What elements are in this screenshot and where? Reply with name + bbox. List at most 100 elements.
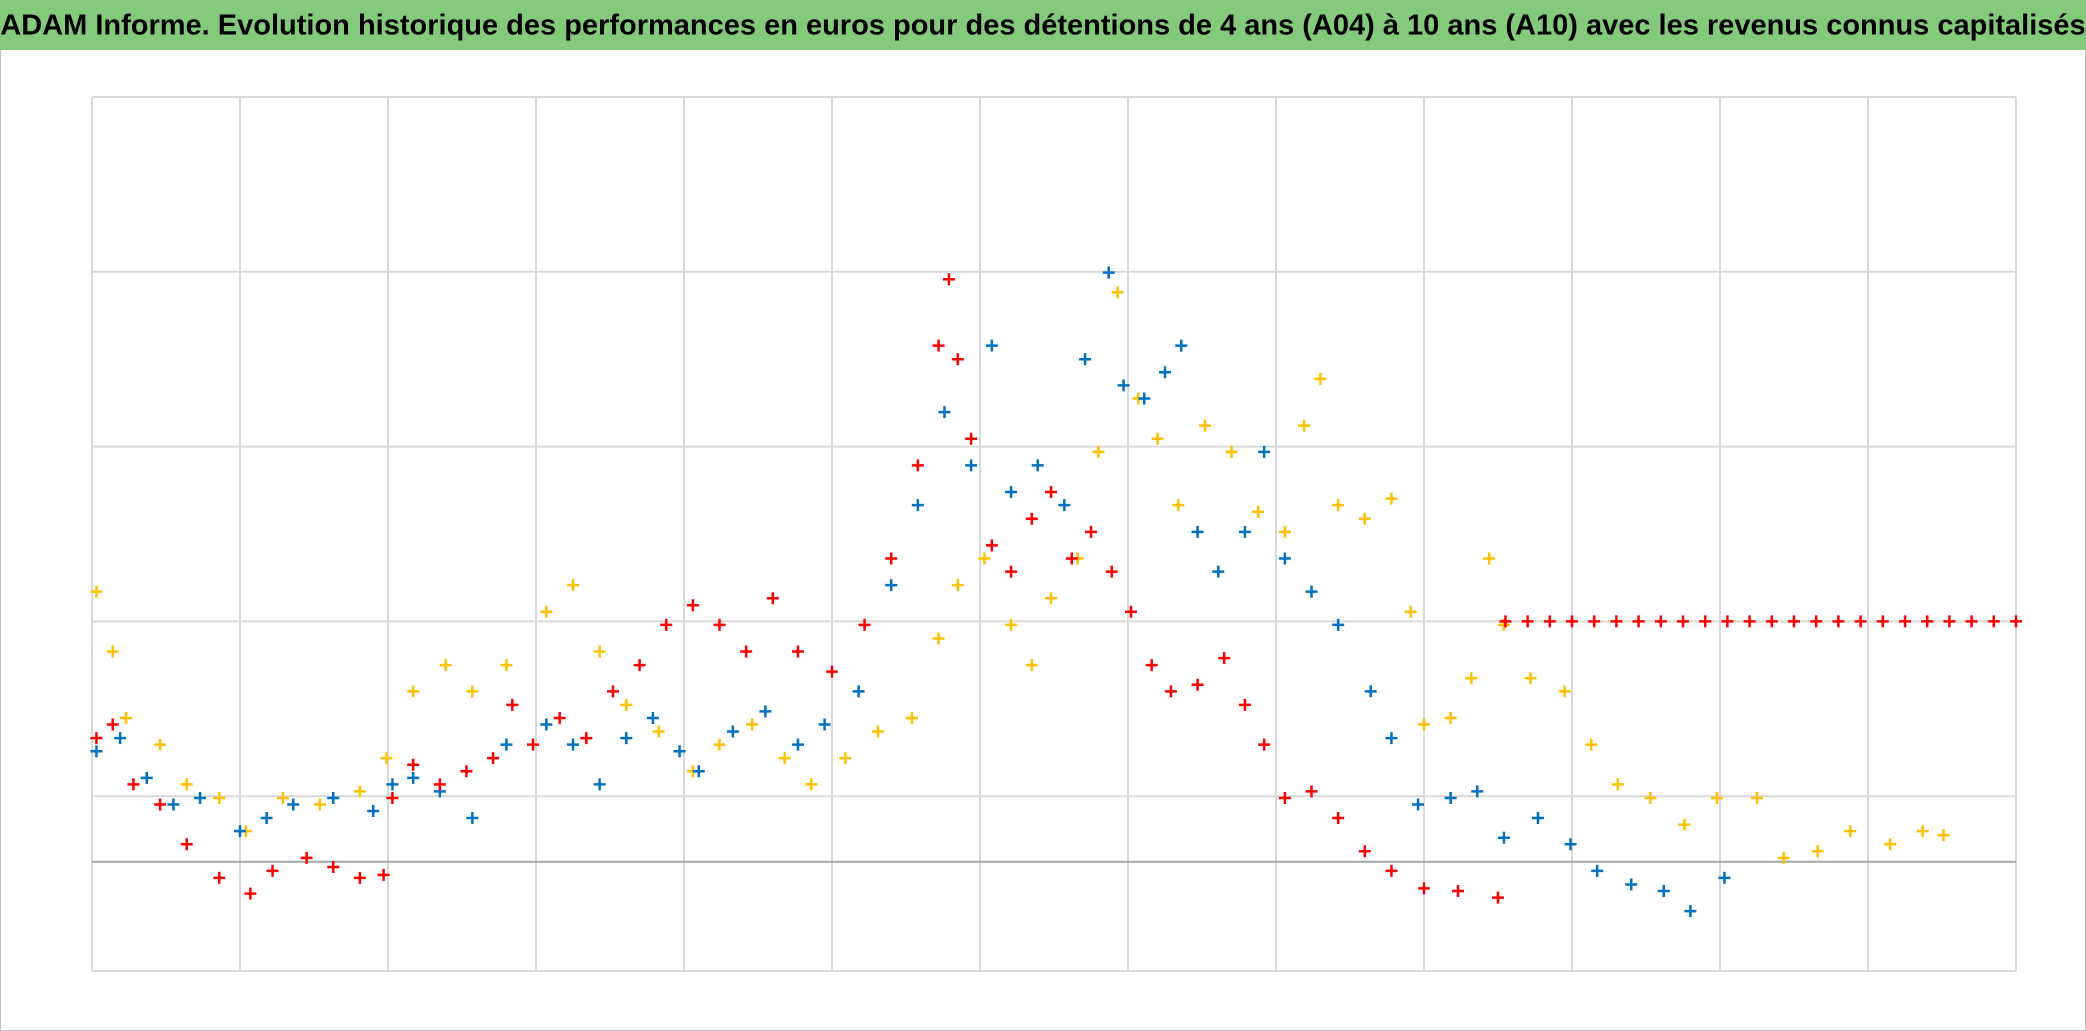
data-point — [386, 791, 399, 804]
data-point — [740, 645, 753, 658]
data-point — [911, 499, 924, 512]
data-point — [965, 459, 978, 472]
data-point — [1025, 659, 1038, 672]
data-point — [746, 718, 759, 731]
data-point — [276, 791, 289, 804]
data-point — [1832, 615, 1845, 628]
data-point — [1444, 711, 1457, 724]
data-point — [1751, 791, 1763, 804]
data-point — [1965, 615, 1978, 628]
data-point — [433, 778, 446, 791]
data-point — [1566, 615, 1578, 628]
data-point — [506, 698, 519, 711]
data-point — [1124, 605, 1137, 618]
data-point — [1677, 615, 1689, 628]
data-point — [978, 552, 991, 565]
data-point — [1876, 615, 1889, 628]
data-point — [1404, 605, 1417, 618]
data-point — [1657, 885, 1670, 898]
data-point — [213, 871, 226, 884]
data-point — [1711, 791, 1724, 804]
data-point — [1145, 659, 1158, 672]
data-point — [180, 778, 193, 791]
data-point — [1258, 738, 1271, 751]
data-point — [593, 645, 606, 658]
data-point — [540, 605, 553, 618]
data-point — [1987, 615, 2000, 628]
data-point — [1721, 615, 1734, 628]
data-point — [1884, 838, 1897, 851]
data-point — [1164, 685, 1177, 698]
data-point — [114, 732, 127, 745]
data-point — [942, 273, 955, 286]
data-point — [567, 738, 579, 751]
data-point — [1444, 791, 1457, 804]
data-point — [1588, 615, 1601, 628]
data-point — [673, 745, 686, 758]
data-point — [1591, 864, 1604, 877]
data-point — [1937, 829, 1950, 842]
data-point — [1632, 615, 1645, 628]
data-point — [140, 771, 153, 784]
data-point — [1198, 419, 1211, 432]
data-point — [90, 732, 103, 745]
data-point — [266, 864, 279, 877]
data-point — [367, 805, 380, 818]
data-point — [692, 765, 705, 778]
data-point — [1159, 366, 1171, 379]
data-point — [818, 718, 831, 731]
data-point — [1172, 499, 1185, 512]
data-point — [951, 353, 964, 366]
data-point — [407, 771, 420, 784]
data-point — [1844, 825, 1857, 838]
data-point — [839, 752, 852, 765]
data-point — [567, 579, 579, 592]
data-point — [1452, 885, 1465, 898]
data-point — [1151, 432, 1164, 445]
data-point — [1811, 845, 1824, 858]
data-point — [1298, 419, 1311, 432]
data-point — [1031, 459, 1044, 472]
data-point — [244, 887, 257, 900]
data-point — [466, 812, 479, 825]
data-point — [300, 851, 313, 864]
data-point — [407, 758, 420, 771]
plot-area — [90, 96, 2022, 972]
data-point — [127, 778, 140, 791]
data-point — [1521, 615, 1534, 628]
data-point — [1524, 672, 1537, 685]
data-point — [1465, 672, 1478, 685]
data-point — [1497, 831, 1510, 844]
data-point — [1625, 878, 1638, 891]
chart-title: ADAM Informe. Evolution historique des p… — [0, 10, 2085, 42]
data-point — [1252, 505, 1265, 518]
data-point — [1585, 738, 1598, 751]
data-point — [852, 685, 865, 698]
data-point — [1045, 592, 1058, 605]
data-point — [660, 618, 673, 631]
data-point — [1854, 615, 1867, 628]
data-point — [686, 599, 699, 612]
data-point — [1332, 812, 1345, 825]
data-point — [1492, 891, 1504, 904]
data-point — [1111, 286, 1124, 299]
data-point — [1191, 678, 1204, 691]
data-point — [327, 791, 340, 804]
data-point — [460, 765, 473, 778]
data-point — [353, 871, 366, 884]
data-point — [1699, 615, 1712, 628]
data-point — [1916, 825, 1929, 838]
data-point — [313, 798, 326, 811]
data-point — [1102, 266, 1115, 279]
data-point — [1305, 585, 1318, 598]
data-point — [1085, 525, 1097, 538]
data-point — [260, 812, 273, 825]
data-point — [1943, 615, 1956, 628]
data-point — [90, 745, 103, 758]
data-point — [1305, 785, 1318, 798]
data-point — [1610, 615, 1623, 628]
data-point — [791, 738, 804, 751]
data-point — [985, 339, 998, 352]
data-point — [1092, 445, 1105, 458]
